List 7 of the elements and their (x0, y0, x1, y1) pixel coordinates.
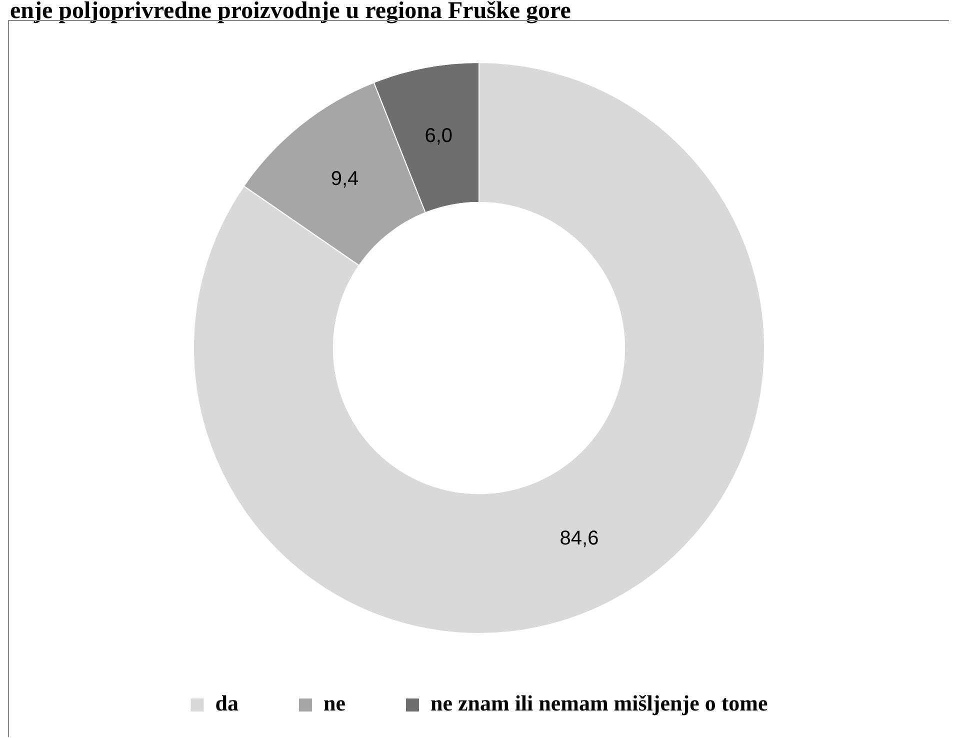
legend-label: ne znam ili nemam mišljenje o tome (430, 690, 768, 716)
chart-title: enje poljoprivredne proizvodnje u regiona Fruške gore (10, 0, 571, 25)
legend-label: da (215, 690, 238, 716)
data-label: 84,6 (560, 527, 599, 550)
legend-label: ne (323, 690, 346, 716)
data-label: 6,0 (424, 124, 453, 147)
data-label: 9,4 (330, 168, 359, 190)
